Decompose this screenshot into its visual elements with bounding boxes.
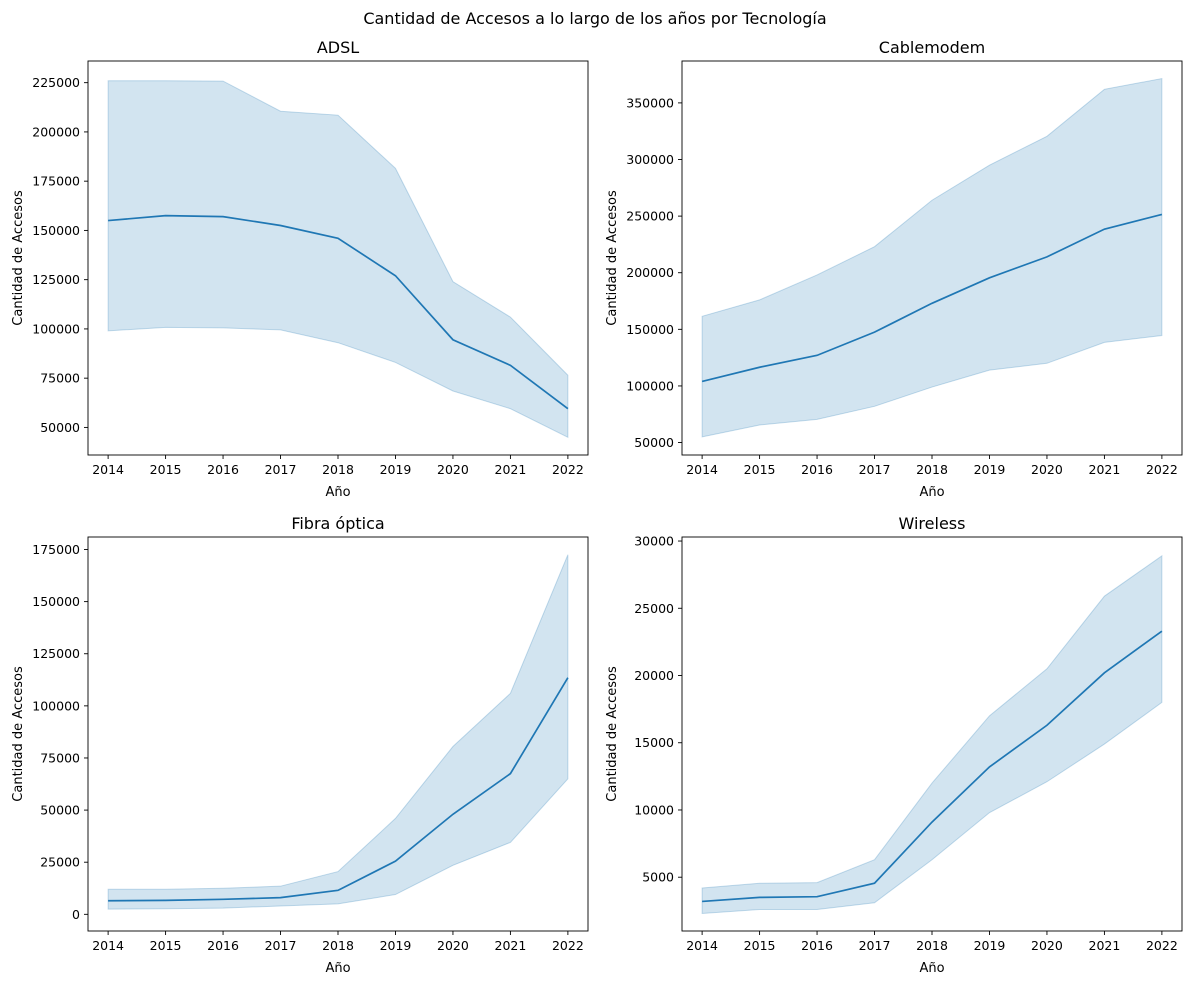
x-tick-label: 2021	[495, 938, 527, 953]
x-tick-label: 2018	[322, 462, 354, 477]
y-tick-label: 150000	[32, 594, 80, 609]
x-tick-label: 2018	[916, 938, 948, 953]
x-tick-label: 2020	[437, 938, 469, 953]
x-tick-label: 2016	[207, 462, 239, 477]
y-tick-label: 30000	[634, 534, 674, 549]
x-axis-label: Año	[325, 485, 350, 500]
x-tick-label: 2016	[801, 938, 833, 953]
x-tick-label: 2019	[380, 462, 412, 477]
y-tick-label: 225000	[32, 75, 80, 90]
x-tick-label: 2015	[150, 462, 182, 477]
y-tick-label: 175000	[32, 174, 80, 189]
x-tick-label: 2017	[265, 462, 297, 477]
confidence-band	[107, 554, 569, 910]
subplot-title: Wireless	[899, 514, 966, 533]
subplot-1: 2014 2015 2016 2017 2018 2019 2020 2021 2022 5000…	[605, 38, 1183, 500]
x-tick-label: 2014	[686, 938, 718, 953]
x-axis-label: Año	[325, 961, 350, 976]
y-tick-label: 150000	[32, 223, 80, 238]
confidence-band	[701, 554, 1163, 915]
subplots: 2014 2015 2016 2017 2018 2019 2020 2021 2022 5000…	[11, 38, 1183, 976]
y-axis-label: Cantidad de Accesos	[605, 190, 620, 326]
y-tick-label: 350000	[626, 95, 674, 110]
y-tick-label: 75000	[40, 371, 80, 386]
y-tick-label: 100000	[626, 378, 674, 393]
x-tick-label: 2017	[859, 462, 891, 477]
confidence-band	[107, 80, 569, 439]
y-tick-label: 100000	[32, 321, 80, 336]
x-tick-label: 2022	[1146, 938, 1178, 953]
x-tick-label: 2019	[974, 462, 1006, 477]
y-tick-label: 125000	[32, 646, 80, 661]
y-tick-label: 300000	[626, 152, 674, 167]
y-tick-label: 150000	[626, 322, 674, 337]
y-tick-label: 25000	[634, 601, 674, 616]
y-tick-label: 200000	[32, 124, 80, 139]
subplot-title: Cablemodem	[879, 38, 985, 57]
y-axis-label: Cantidad de Accesos	[11, 666, 26, 802]
subplot-title: Fibra óptica	[291, 514, 384, 533]
x-tick-label: 2016	[801, 462, 833, 477]
y-tick-label: 175000	[32, 542, 80, 557]
y-tick-label: 200000	[626, 265, 674, 280]
confidence-band	[701, 77, 1163, 438]
figure-suptitle: Cantidad de Accesos a lo largo de los añ…	[363, 9, 826, 28]
y-tick-label: 5000	[642, 870, 674, 885]
y-tick-label: 100000	[32, 698, 80, 713]
x-tick-label: 2014	[92, 938, 124, 953]
x-axis-label: Año	[919, 485, 944, 500]
x-tick-label: 2019	[380, 938, 412, 953]
x-tick-label: 2020	[1031, 462, 1063, 477]
y-tick-label: 125000	[32, 272, 80, 287]
y-tick-label: 20000	[634, 668, 674, 683]
subplot-2: 2014 2015 2016 2017 2018 2019 2020 2021 2022 0 250…	[11, 514, 589, 976]
y-tick-label: 50000	[40, 420, 80, 435]
x-tick-label: 2017	[859, 938, 891, 953]
x-tick-label: 2014	[92, 462, 124, 477]
x-axis-label: Año	[919, 961, 944, 976]
y-tick-label: 250000	[626, 209, 674, 224]
x-tick-label: 2019	[974, 938, 1006, 953]
y-tick-label: 0	[72, 907, 80, 922]
y-tick-label: 15000	[634, 735, 674, 750]
x-tick-label: 2021	[1089, 462, 1121, 477]
x-tick-label: 2020	[1031, 938, 1063, 953]
x-tick-label: 2020	[437, 462, 469, 477]
y-tick-label: 25000	[40, 855, 80, 870]
subplot-3: 2014 2015 2016 2017 2018 2019 2020 2021 2022 5000…	[605, 514, 1183, 976]
x-tick-label: 2017	[265, 938, 297, 953]
x-tick-label: 2016	[207, 938, 239, 953]
y-axis-label: Cantidad de Accesos	[11, 190, 26, 326]
x-tick-label: 2021	[495, 462, 527, 477]
subplot-0: 2014 2015 2016 2017 2018 2019 2020 2021 2022 5000…	[11, 38, 589, 500]
y-tick-label: 75000	[40, 750, 80, 765]
y-tick-label: 50000	[40, 803, 80, 818]
x-tick-label: 2014	[686, 462, 718, 477]
x-tick-label: 2021	[1089, 938, 1121, 953]
x-tick-label: 2015	[150, 938, 182, 953]
x-tick-label: 2022	[552, 938, 584, 953]
subplot-title: ADSL	[317, 38, 359, 57]
x-tick-label: 2022	[1146, 462, 1178, 477]
x-tick-label: 2015	[744, 938, 776, 953]
y-axis-label: Cantidad de Accesos	[605, 666, 620, 802]
x-tick-label: 2018	[916, 462, 948, 477]
x-tick-label: 2015	[744, 462, 776, 477]
y-tick-label: 50000	[634, 435, 674, 450]
x-tick-label: 2018	[322, 938, 354, 953]
x-tick-label: 2022	[552, 462, 584, 477]
y-tick-label: 10000	[634, 802, 674, 817]
